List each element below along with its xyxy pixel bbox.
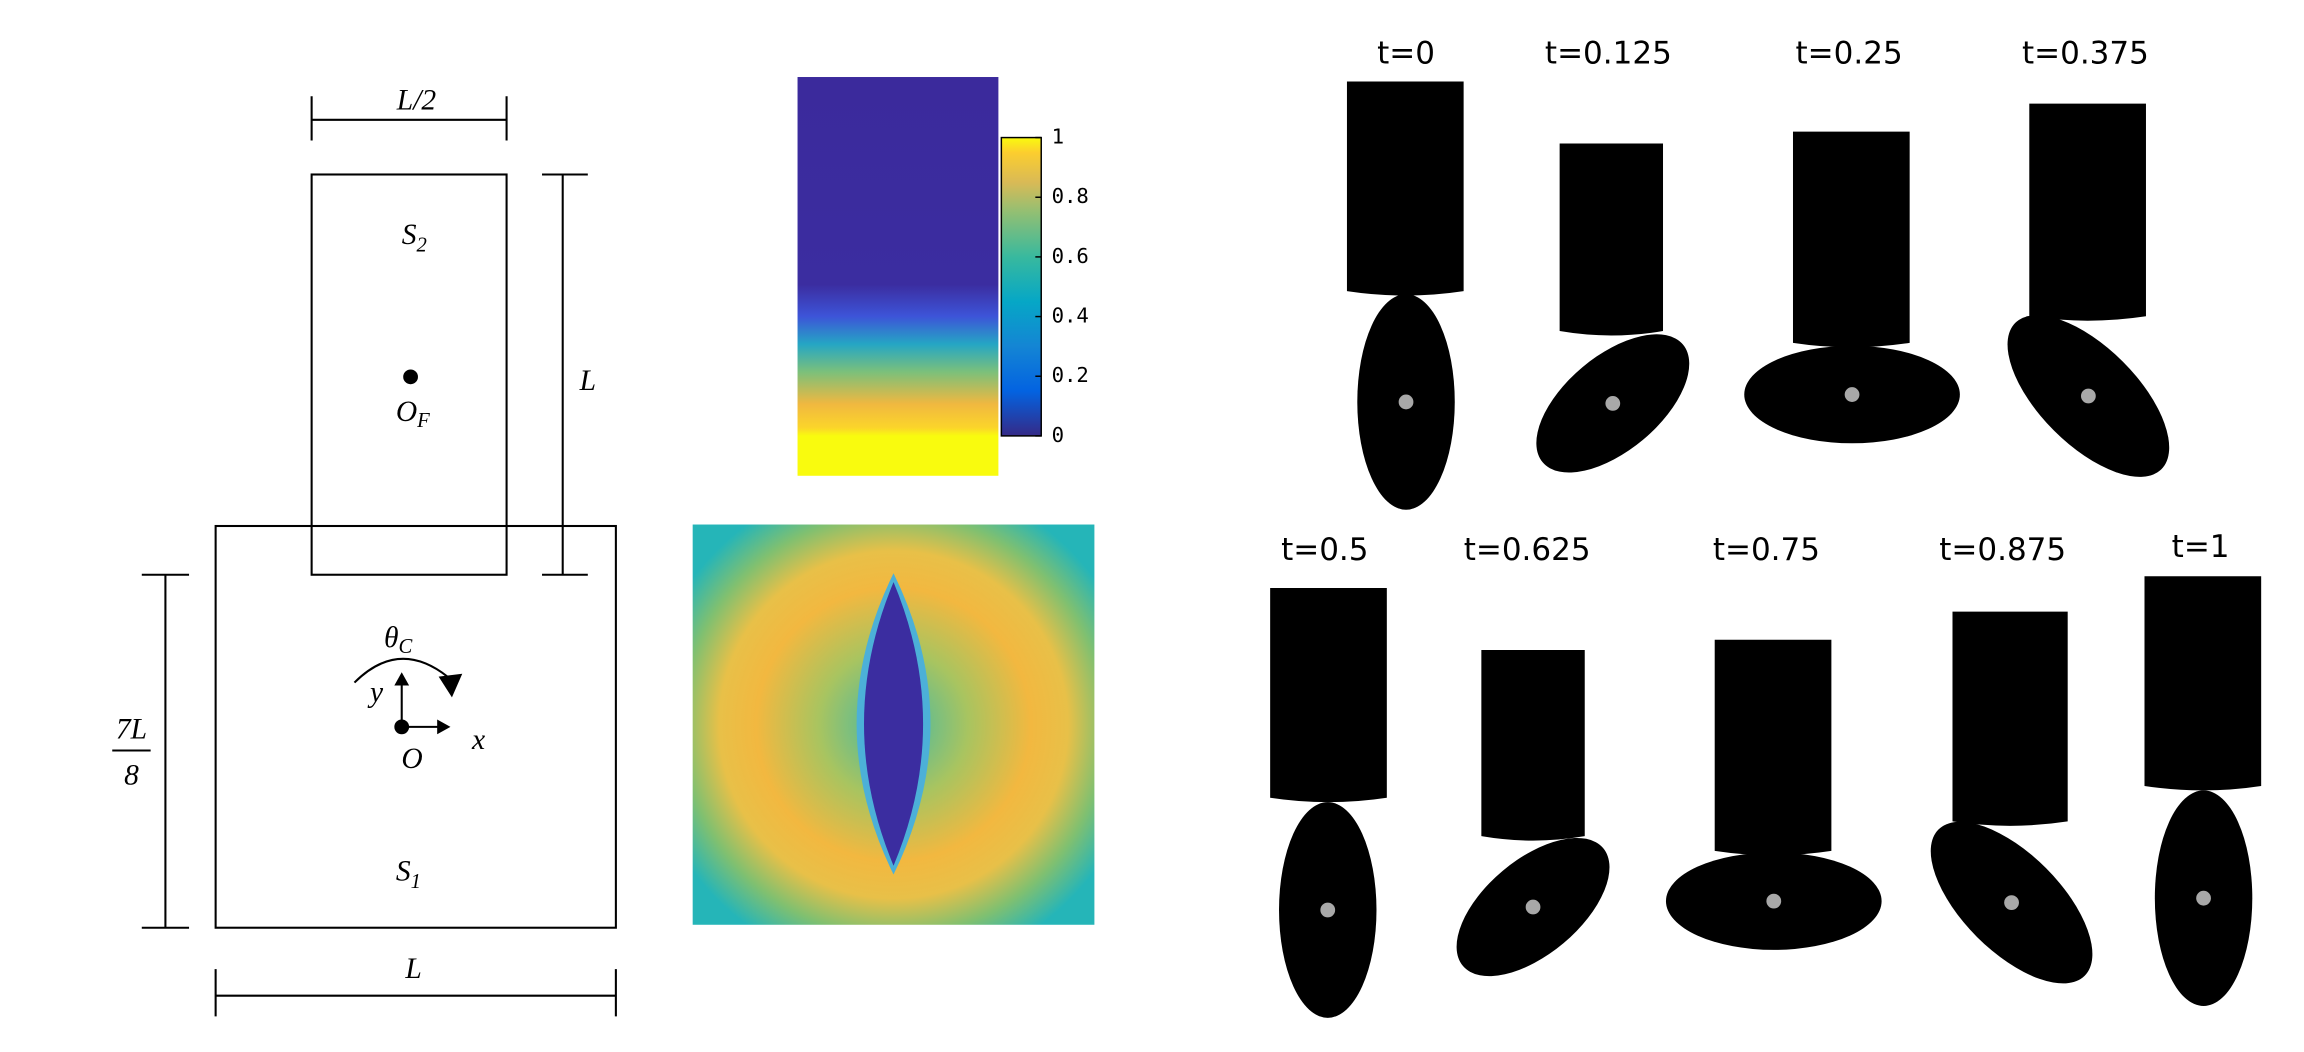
upper-body xyxy=(2144,576,2262,791)
center-dot xyxy=(403,369,418,385)
upper-body xyxy=(1481,650,1585,841)
upper-body xyxy=(2029,103,2146,321)
label-main: S xyxy=(402,219,417,251)
axes xyxy=(400,682,441,728)
center-dot xyxy=(1605,396,1621,411)
time-label: t=0.625 xyxy=(1464,532,1591,568)
time-label: t=0.875 xyxy=(1939,532,2066,568)
center-dot xyxy=(1398,394,1414,410)
dimension-label: L xyxy=(579,365,596,397)
time-label: t=0.125 xyxy=(1545,36,1672,72)
upper-body xyxy=(1559,143,1664,336)
label-main: S xyxy=(396,855,411,887)
center-dot xyxy=(2196,890,2211,906)
center-dot xyxy=(2080,388,2096,404)
geometry-diagram: L/2 S2 OF L 7L 8 θC y x O S1 L xyxy=(112,85,617,1017)
label-sub: 1 xyxy=(411,871,421,893)
colorbar-tick-label: 0.4 xyxy=(1052,304,1089,328)
fraction-denominator: 8 xyxy=(124,759,139,791)
label-sub: 2 xyxy=(416,234,426,256)
axis-label: y xyxy=(367,677,384,709)
upper-body xyxy=(1346,81,1464,296)
dimension-line xyxy=(310,96,508,141)
label-main: θ xyxy=(384,622,399,654)
center-dot xyxy=(1844,387,1860,402)
snapshots: t=0 t=0.125 t=0.25 t=0.375 t=0.5 t=0.625 t=0.7… xyxy=(1270,36,2262,1018)
dimension-label: L xyxy=(404,953,421,985)
field-plots xyxy=(692,77,1095,925)
region-label: S2 xyxy=(402,219,427,256)
colorbar-tick-label: 0 xyxy=(1052,423,1064,447)
upper-body xyxy=(1714,639,1832,856)
dimension-line xyxy=(141,573,190,929)
time-label: t=0.25 xyxy=(1796,36,1903,72)
time-label: t=0.375 xyxy=(2022,36,2149,72)
fraction-numerator: 7L xyxy=(116,714,147,746)
center-dot xyxy=(1766,893,1782,909)
colorbar-tick-label: 0.8 xyxy=(1052,184,1089,208)
dimension-line xyxy=(542,173,588,576)
origin-dot xyxy=(394,719,410,735)
rotation-arc xyxy=(353,657,449,684)
region-label: S1 xyxy=(396,855,421,892)
top-rect xyxy=(310,173,508,576)
colorbar-tick-label: 1 xyxy=(1052,125,1064,149)
time-label: t=0 xyxy=(1377,36,1435,72)
dimension-line xyxy=(214,969,617,1017)
center-dot xyxy=(1320,902,1336,918)
center-label: OF xyxy=(396,396,430,432)
upper-body xyxy=(1792,131,1910,348)
field-core xyxy=(864,582,924,866)
arrowhead xyxy=(438,673,463,698)
center-dot xyxy=(1525,899,1541,915)
colorbar-tick-label: 0.6 xyxy=(1052,244,1089,268)
axis-label: x xyxy=(471,724,485,756)
label-sub: F xyxy=(416,410,430,432)
center-dot xyxy=(2004,895,2019,910)
upper-body xyxy=(1270,588,1387,803)
colorbar-tick-label: 0.2 xyxy=(1052,363,1089,387)
time-label: t=0.75 xyxy=(1713,532,1820,568)
label-sub: C xyxy=(398,636,412,658)
dimension-label: L/2 xyxy=(396,85,437,117)
time-label: t=0.5 xyxy=(1281,532,1368,568)
label-main: O xyxy=(396,396,417,428)
arrowhead xyxy=(394,672,451,735)
origin-label: O xyxy=(401,743,422,775)
bottom-rect xyxy=(214,524,617,929)
colorbar xyxy=(1000,136,1042,437)
field-image xyxy=(797,77,999,476)
upper-body xyxy=(1952,611,2068,826)
angle-label: θC xyxy=(384,622,412,658)
time-label: t=1 xyxy=(2172,529,2230,565)
